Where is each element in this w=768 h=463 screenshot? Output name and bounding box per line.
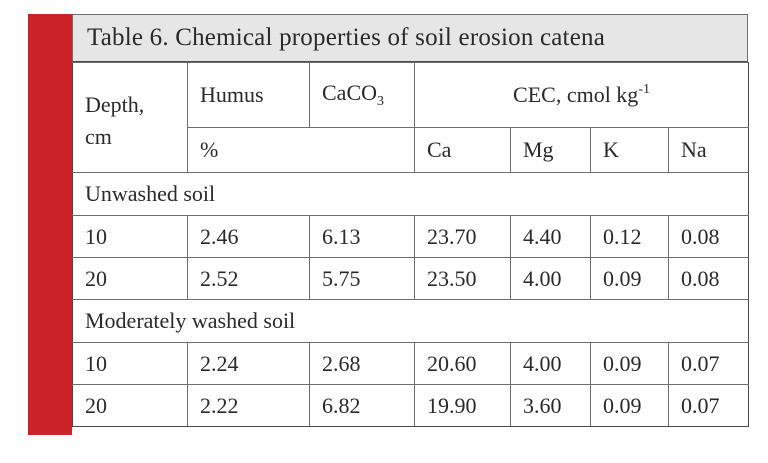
depth-header: Depth, cm (72, 62, 188, 173)
cell-k: 0.09 (590, 384, 669, 427)
cell-caco3: 5.75 (309, 257, 415, 300)
mg-header: Mg (510, 127, 591, 173)
unit-percent: % (187, 127, 415, 173)
cell-mg: 4.40 (510, 215, 591, 258)
cell-humus: 2.24 (187, 342, 310, 385)
header-row-1: Depth, cm Humus CaCO3 CEC, cmol kg-1 (72, 62, 750, 173)
cell-caco3: 2.68 (309, 342, 415, 385)
cell-mg: 4.00 (510, 257, 591, 300)
section-label: Unwashed soil (71, 172, 750, 216)
section-row: Moderately washed soil (71, 299, 750, 343)
table-row: 20 2.22 6.82 19.90 3.60 0.09 0.07 (72, 384, 750, 427)
cec-header: CEC, cmol kg-1 (413, 62, 750, 128)
cell-humus: 2.46 (187, 215, 310, 258)
red-accent-bar (28, 14, 72, 435)
cell-depth: 10 (72, 342, 188, 385)
table-row: 20 2.52 5.75 23.50 4.00 0.09 0.08 (72, 257, 750, 300)
cell-na: 0.07 (667, 384, 750, 427)
cell-ca: 19.90 (414, 384, 511, 427)
na-header: Na (667, 127, 750, 173)
chemical-properties-table: Table 6. Chemical properties of soil ero… (71, 14, 750, 435)
cell-k: 0.09 (590, 342, 669, 385)
section-row: Unwashed soil (71, 172, 750, 216)
k-header: K (590, 127, 669, 173)
cell-depth: 20 (72, 384, 188, 427)
cell-humus: 2.22 (187, 384, 310, 427)
cell-na: 0.08 (667, 215, 750, 258)
cell-k: 0.09 (590, 257, 669, 300)
table-title: Table 6. Chemical properties of soil ero… (87, 24, 606, 51)
cell-caco3: 6.13 (309, 215, 415, 258)
cell-na: 0.07 (667, 342, 750, 385)
cell-k: 0.12 (590, 215, 669, 258)
cell-caco3: 6.82 (309, 384, 415, 427)
data-grid: Depth, cm Humus CaCO3 CEC, cmol kg-1 % C… (71, 62, 750, 427)
table-title-bar: Table 6. Chemical properties of soil ero… (72, 14, 748, 62)
cell-na: 0.08 (667, 257, 750, 300)
cell-mg: 3.60 (510, 384, 591, 427)
cell-humus: 2.52 (187, 257, 310, 300)
caco3-header: CaCO3 (309, 62, 415, 128)
cell-ca: 23.50 (414, 257, 511, 300)
cell-mg: 4.00 (510, 342, 591, 385)
header-row-2: % Ca Mg K Na (73, 127, 750, 173)
table-row: 10 2.46 6.13 23.70 4.40 0.12 0.08 (72, 215, 750, 258)
cell-ca: 20.60 (414, 342, 511, 385)
ca-header: Ca (414, 127, 511, 173)
humus-header: Humus (187, 62, 310, 128)
table-row: 10 2.24 2.68 20.60 4.00 0.09 0.07 (72, 342, 750, 385)
cell-depth: 10 (72, 215, 188, 258)
cell-depth: 20 (72, 257, 188, 300)
section-label: Moderately washed soil (71, 299, 750, 343)
cell-ca: 23.70 (414, 215, 511, 258)
